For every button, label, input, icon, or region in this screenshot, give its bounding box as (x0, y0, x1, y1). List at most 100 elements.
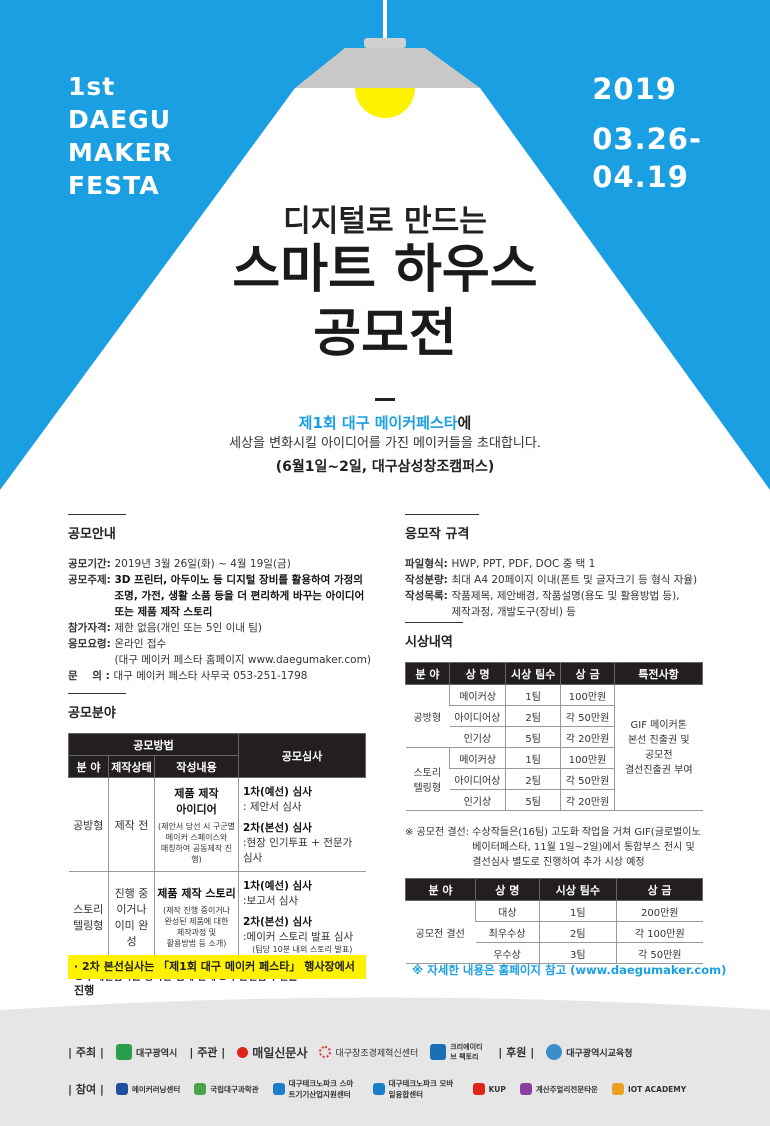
cell: 각 100만원 (616, 921, 703, 943)
cell: 아이디어상 (449, 768, 506, 790)
partner-logo: 계산주얼리전문타운 (519, 1083, 598, 1095)
info-value: 제한 없음(개인 또는 5인 이내 팀) (114, 622, 262, 634)
logo-text: KUP (488, 1084, 506, 1094)
info-row: 파일형식: HWP, PPT, PDF, DOC 중 택 1 (405, 556, 715, 572)
review-r1d: :보고서 심사 (243, 895, 299, 907)
info-key: 파일형식: (405, 558, 452, 570)
logo-icon (319, 1046, 332, 1058)
table-row: 스토리 텔링형 메이커상 1팀 100만원 (405, 747, 703, 811)
subtitle: 디지털로 만드는 (283, 204, 487, 239)
logo-text: 대구광역시교육청 (566, 1048, 633, 1059)
host-label: | 주최 | (68, 1046, 104, 1059)
lamp-shade (295, 48, 480, 88)
info-value: 온라인 접수 (대구 메이커 페스타 홈페이지 www.daegumaker.c… (114, 638, 371, 666)
light-bulb (355, 88, 415, 118)
guide-section: 공모안내 공모기간: 2019년 3월 26일(화) ~ 4월 19일(금) 공모… (68, 514, 378, 684)
invite-line: 제1회 대구 메이커페스타에 (0, 412, 770, 433)
cell-review: 1차(예선) 심사:보고서 심사 2차(본선) 심사:메이커 스토리 발표 심사 (… (238, 871, 366, 962)
info-key: 공모기간: (68, 558, 115, 570)
cell: 1팀 (505, 684, 561, 706)
cell: 각 50만원 (560, 768, 615, 790)
section-title: 시상내역 (405, 622, 463, 650)
logo-text: 계산주얼리전문타운 (535, 1084, 598, 1094)
spec-list: 파일형식: HWP, PPT, PDF, DOC 중 택 1 작성분량: 최대 A… (405, 556, 715, 620)
cell: 대상 (475, 900, 540, 922)
cell-content: 제품 제작 아이디어 (제안서 당선 시 구군별 메이커 스페이스와 매칭하여 공… (154, 777, 239, 872)
footer-row-1: | 주최 | 대구광역시 | 주관 | 매일신문사 대구창조경제혁신센터 크리에… (68, 1042, 708, 1062)
sponsor-logo: 대구광역시교육청 (546, 1044, 632, 1060)
info-value: 3D 프린터, 아두이노 등 디지털 장비를 활용하여 가정의 조명, 가전, … (114, 574, 365, 618)
info-key: 작성목록: (405, 590, 452, 602)
table-row: 최우수상 2팀 각 100만원 (406, 921, 703, 943)
review-r2d: :메이커 스토리 발표 심사 (243, 931, 354, 943)
content-title: 제품 제작 아이디어 (174, 786, 219, 816)
header-cell: 상 금 (560, 662, 615, 685)
logo-icon (519, 1083, 532, 1095)
cell-field: 스토리 텔링형 (405, 747, 450, 811)
logo-text: IOT ACADEMY (627, 1084, 687, 1094)
spec-section: 응모작 규격 파일형식: HWP, PPT, PDF, DOC 중 택 1 작성분… (405, 514, 715, 620)
organizer-logo: 크리에이티브 팩토리 (430, 1042, 486, 1062)
note-key: ※ 공모전 결선: (405, 827, 473, 838)
cell-content: 제품 제작 스토리 (제작 진행 중이거나 완성된 제품에 대한 제작과정 및 활… (154, 871, 239, 962)
cell: 1팀 (538, 900, 617, 922)
info-key: 공모주제: (68, 574, 115, 586)
partner-logo: 대구테크노파크 스마트기기산업지원센터 (272, 1078, 359, 1100)
festa-label: 1st DAEGU MAKER FESTA (68, 70, 173, 202)
table-row: 공모전 결선 대상 1팀 200만원 (405, 900, 703, 964)
cell: 2팀 (538, 921, 617, 943)
cell: 각 20만원 (560, 789, 615, 811)
note-text: 수상작들은(16팀) 고도화 작업을 거쳐 GIF(글로벌이노 베이터페스타, … (472, 827, 701, 868)
host-logo: 대구광역시 (115, 1044, 177, 1060)
category-section: 공모분야 공모방법 공모심사 분 야 제작상태 작성내용 공방형 제작 전 제품 제작 아… (68, 693, 368, 985)
cell: 2팀 (505, 705, 561, 727)
header-cell: 상 명 (475, 878, 540, 901)
header-cell: 상 금 (616, 878, 703, 901)
info-value: HWP, PPT, PDF, DOC 중 택 1 (451, 558, 596, 570)
table-row: 우수상 3팀 각 50만원 (406, 942, 703, 964)
cell: 각 50만원 (616, 942, 703, 964)
final-note: ※ 공모전 결선: 수상작들은(16팀) 고도화 작업을 거쳐 GIF(글로벌이… (405, 825, 705, 870)
cell: 메이커상 (448, 747, 506, 769)
category-table: 공모방법 공모심사 분 야 제작상태 작성내용 공방형 제작 전 제품 제작 아이디어 (제… (68, 733, 366, 962)
cell: 최우수상 (475, 921, 540, 943)
title-line: 공모전 (313, 304, 457, 364)
partner-logo: 국립대구과학관 (194, 1083, 259, 1095)
header-cell: 분 야 (405, 662, 450, 685)
info-row: 공모기간: 2019년 3월 26일(화) ~ 4월 19일(금) (68, 556, 378, 572)
logo-icon (472, 1083, 485, 1095)
organizer-logo: 매일신문사 (237, 1044, 307, 1061)
logo-icon (546, 1044, 563, 1060)
festa-line: FESTA (68, 171, 160, 200)
info-row: 작성목록: 작품제목, 제안배경, 작품설명(용도 및 활용방법 등), 제작과… (405, 588, 715, 620)
section-title: 공모분야 (68, 693, 126, 721)
cell: 인기상 (449, 789, 506, 811)
review-r2n: (팀당 10분 내외 스토리 발표) (252, 945, 353, 954)
cell: 1팀 (505, 747, 561, 769)
cell-field: 공방형 (405, 684, 450, 748)
logo-icon (115, 1044, 132, 1060)
info-row: 문 의 : 대구 메이커 페스타 사무국 053-251-1798 (68, 668, 378, 684)
more-info-link[interactable]: ※ 자세한 내용은 홈페이지 참고 (www.daegumaker.com) (412, 963, 727, 977)
header-cell: 상 명 (448, 662, 507, 685)
header-cell: 분 야 (405, 878, 476, 901)
header-cell: 시상 팀수 (538, 878, 618, 901)
info-row: 참가자격: 제한 없음(개인 또는 5인 이내 팀) (68, 620, 378, 636)
logo-icon (372, 1083, 385, 1095)
section-title: 응모작 규격 (405, 514, 480, 542)
lamp-cap (364, 38, 406, 48)
info-row: 공모주제: 3D 프린터, 아두이노 등 디지털 장비를 활용하여 가정의 조명… (68, 572, 378, 620)
partner-logo: 대구테크노파크 모바일융합센터 (372, 1078, 459, 1100)
info-row: 작성분량: 최대 A4 20페이지 이내(폰트 및 글자크기 등 형식 자율) (405, 572, 715, 588)
cell: 아이디어상 (449, 705, 506, 727)
logo-icon (237, 1046, 249, 1058)
info-value: 최대 A4 20페이지 이내(폰트 및 글자크기 등 형식 자율) (451, 574, 698, 586)
section-title: 공모안내 (68, 514, 126, 542)
sponsor-label: | 후원 | (498, 1046, 535, 1059)
cell: 100만원 (560, 747, 615, 769)
content-title: 제품 제작 스토리 (157, 886, 236, 900)
table-row: 스토리 텔링형 진행 중 이거나 이미 완성 제품 제작 스토리 (제작 진행 중이거… (68, 871, 366, 962)
header-method: 공모방법 (68, 733, 239, 756)
